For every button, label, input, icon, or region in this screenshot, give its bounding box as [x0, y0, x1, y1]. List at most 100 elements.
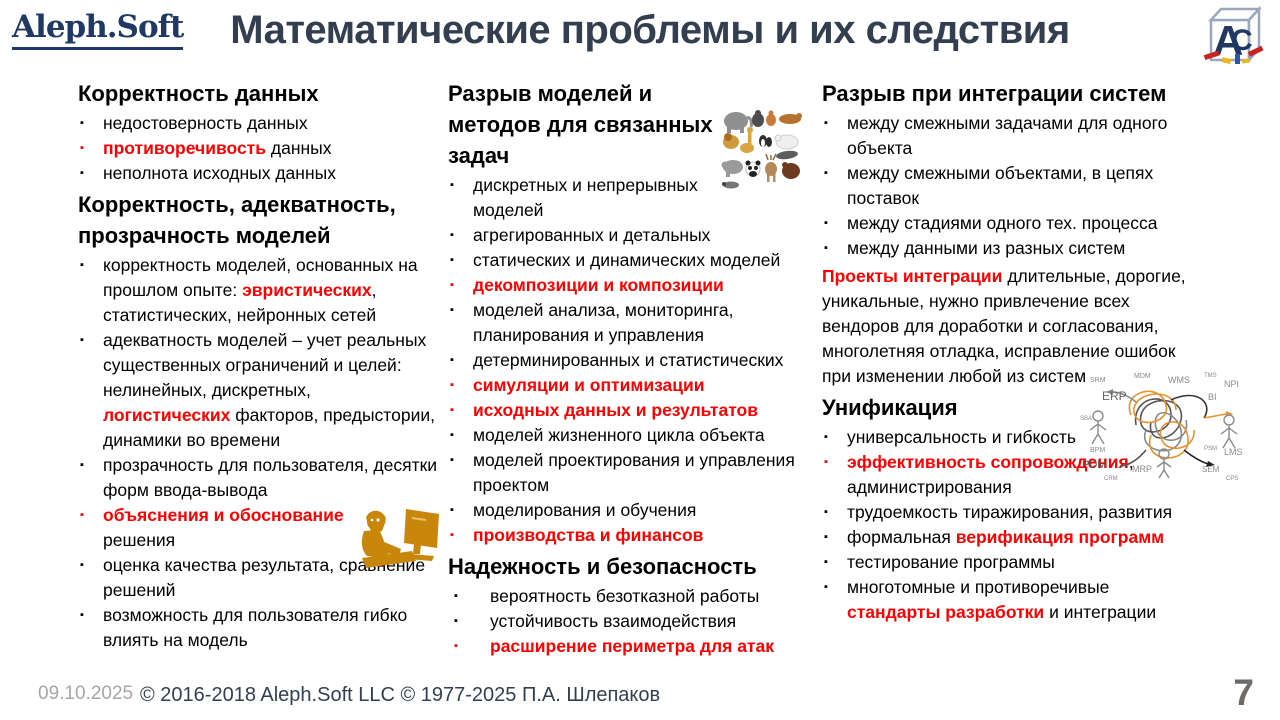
bullet-item: ▪ агрегированных и детальных	[448, 223, 814, 248]
plain-text: и интеграции	[1044, 602, 1157, 622]
bullet-item: ▪ между стадиями одного тех. процесса	[822, 211, 1200, 236]
emphasis-text: Проекты интеграции	[822, 266, 1003, 286]
bullet-text: моделей проектирования и управления прое…	[473, 448, 814, 498]
bullet-marker-icon: ▪	[80, 609, 84, 621]
bullet-marker-icon: ▪	[824, 556, 828, 568]
animals-collage-clipart	[721, 110, 802, 189]
plain-text: моделей проектирования и управления прое…	[473, 450, 795, 495]
plain-text: трудоемкость тиражирования, развития	[847, 502, 1173, 522]
emphasis-text: эффективность сопровождения	[847, 452, 1129, 472]
system-label: BI	[1208, 392, 1217, 402]
bullet-marker-icon: ▪	[824, 117, 828, 129]
bullet-item: ▪ детерминированных и статистических	[448, 348, 814, 373]
system-label: MRP	[1132, 464, 1152, 474]
bullet-item: ▪ симуляции и оптимизации	[448, 373, 814, 398]
bullet-text: детерминированных и статистических	[473, 348, 814, 373]
plain-text: устойчивость взаимодействия	[490, 611, 737, 631]
bullet-item: ▪ неполнота исходных данных	[78, 161, 442, 186]
emphasis-text: симуляции и оптимизации	[473, 375, 705, 395]
bullet-text: между смежными задачами для одного объек…	[847, 111, 1200, 161]
bullet-text: оценка качества результата, сравнение ре…	[103, 553, 442, 603]
bullet-marker-icon: ▪	[80, 259, 84, 271]
bullet-marker-icon: ▪	[450, 279, 454, 291]
system-label: BPM	[1090, 447, 1105, 454]
plain-text: универсальность и гибкость	[847, 427, 1076, 447]
plain-text: вероятность безотказной работы	[490, 586, 760, 606]
person-at-computer-clipart	[361, 509, 439, 568]
bullet-text: производства и финансов	[473, 523, 814, 548]
bullet-marker-icon: ▪	[450, 354, 454, 366]
plain-text: оценка качества результата, сравнение ре…	[103, 555, 426, 600]
systems-integration-tangle-diagram: SRM MDM WMS TMS NPI ERP BI SBA BPM PDM C…	[1080, 373, 1243, 482]
bullet-marker-icon: ▪	[454, 640, 458, 652]
bullet-item: ▪ трудоемкость тиражирования, развития	[822, 500, 1200, 525]
system-label: WMS	[1168, 375, 1190, 385]
bullet-text: устойчивость взаимодействия	[490, 609, 814, 634]
plain-text: , статистических, нейронных сетей	[103, 280, 377, 325]
bullet-marker-icon: ▪	[80, 459, 84, 471]
bullet-marker-icon: ▪	[824, 167, 828, 179]
bullet-item: ▪ моделей анализа, мониторинга, планирова…	[448, 298, 814, 348]
bullet-marker-icon: ▪	[80, 334, 84, 346]
bullet-item: ▪ моделирования и обучения	[448, 498, 814, 523]
bullet-marker-icon: ▪	[824, 531, 828, 543]
plain-text: адекватность моделей – учет реальных сущ…	[103, 330, 427, 400]
plain-text: моделей жизненного цикла объекта	[473, 425, 765, 445]
bullet-item: ▪ исходных данных и результатов	[448, 398, 814, 423]
bullet-text: объяснения и обоснование решения	[103, 503, 365, 553]
bullet-text: статических и динамических моделей	[473, 248, 814, 273]
plain-text: между смежными задачами для одного объек…	[847, 113, 1168, 158]
bullet-list: ▪ универсальность и гибкость ▪ эффективност…	[822, 425, 1200, 625]
bullet-list: ▪ вероятность безотказной работы ▪ устойчив…	[448, 584, 814, 659]
bullet-text: вероятность безотказной работы	[490, 584, 814, 609]
bullet-marker-icon: ▪	[450, 529, 454, 541]
plain-text: формальная	[847, 527, 956, 547]
svg-text:С: С	[1231, 24, 1253, 57]
plain-text: многотомные и противоречивые	[847, 577, 1110, 597]
bullet-text: адекватность моделей – учет реальных сущ…	[103, 328, 442, 453]
bullet-item: ▪ декомпозиции и композиции	[448, 273, 814, 298]
bullet-item: ▪ тестирование программы	[822, 550, 1200, 575]
bullet-text: между смежными объектами, в цепях постав…	[847, 161, 1200, 211]
bullet-text: тестирование программы	[847, 550, 1200, 575]
bullet-marker-icon: ▪	[824, 581, 828, 593]
footer-copyright: © 2016-2018 Aleph.Soft LLC © 1977-2025 П…	[140, 684, 661, 706]
plain-text: неполнота исходных данных	[103, 163, 336, 183]
bullet-text: исходных данных и результатов	[473, 398, 814, 423]
plain-text: недостоверность данных	[103, 113, 308, 133]
bullet-marker-icon: ▪	[450, 229, 454, 241]
plain-text: агрегированных и детальных	[473, 225, 711, 245]
plain-text: тестирование программы	[847, 552, 1055, 572]
bullet-marker-icon: ▪	[450, 404, 454, 416]
bullet-marker-icon: ▪	[824, 217, 828, 229]
bullet-text: прозрачность для пользователя, десятки ф…	[103, 453, 442, 503]
emphasis-text: декомпозиции и композиции	[473, 275, 724, 295]
plain-text: моделирования и обучения	[473, 500, 697, 520]
emphasis-text: расширение периметра для атак	[490, 636, 774, 656]
bullet-item: ▪ устойчивость взаимодействия	[448, 609, 814, 634]
section-heading: Разрыв при интеграции систем	[822, 81, 1167, 106]
section-heading: Корректность данных	[78, 81, 319, 106]
bullet-item: ▪ адекватность моделей – учет реальных су…	[78, 328, 442, 453]
bullet-item: ▪ недостоверность данных	[78, 111, 442, 136]
bullet-text: универсальность и гибкость	[847, 425, 1200, 450]
system-label: ERP	[1102, 389, 1127, 403]
bullet-item: ▪ производства и финансов	[448, 523, 814, 548]
bullet-marker-icon: ▪	[824, 506, 828, 518]
aleph-soft-logo: Aleph.Soft	[12, 9, 184, 50]
bullet-marker-icon: ▪	[450, 454, 454, 466]
bullet-list: ▪ недостоверность данных ▪ противоречивость…	[78, 111, 442, 186]
system-label: PDM	[1082, 459, 1106, 471]
bullet-item: ▪ универсальность и гибкость	[822, 425, 1200, 450]
bullet-item: ▪ противоречивость данных	[78, 136, 442, 161]
bullet-text: противоречивость данных	[103, 136, 442, 161]
system-label: SRM	[1090, 377, 1106, 384]
bullet-list: ▪ корректность моделей, основанных на про…	[78, 253, 442, 653]
plain-text: детерминированных и статистических	[473, 350, 784, 370]
bullet-text: между стадиями одного тех. процесса	[847, 211, 1200, 236]
cube-logo-icon: А С	[1203, 5, 1264, 65]
bullet-item: ▪ между данными из разных систем	[822, 236, 1200, 261]
system-label: SEM	[1202, 465, 1220, 474]
bullet-marker-icon: ▪	[454, 615, 458, 627]
bullet-marker-icon: ▪	[450, 254, 454, 266]
